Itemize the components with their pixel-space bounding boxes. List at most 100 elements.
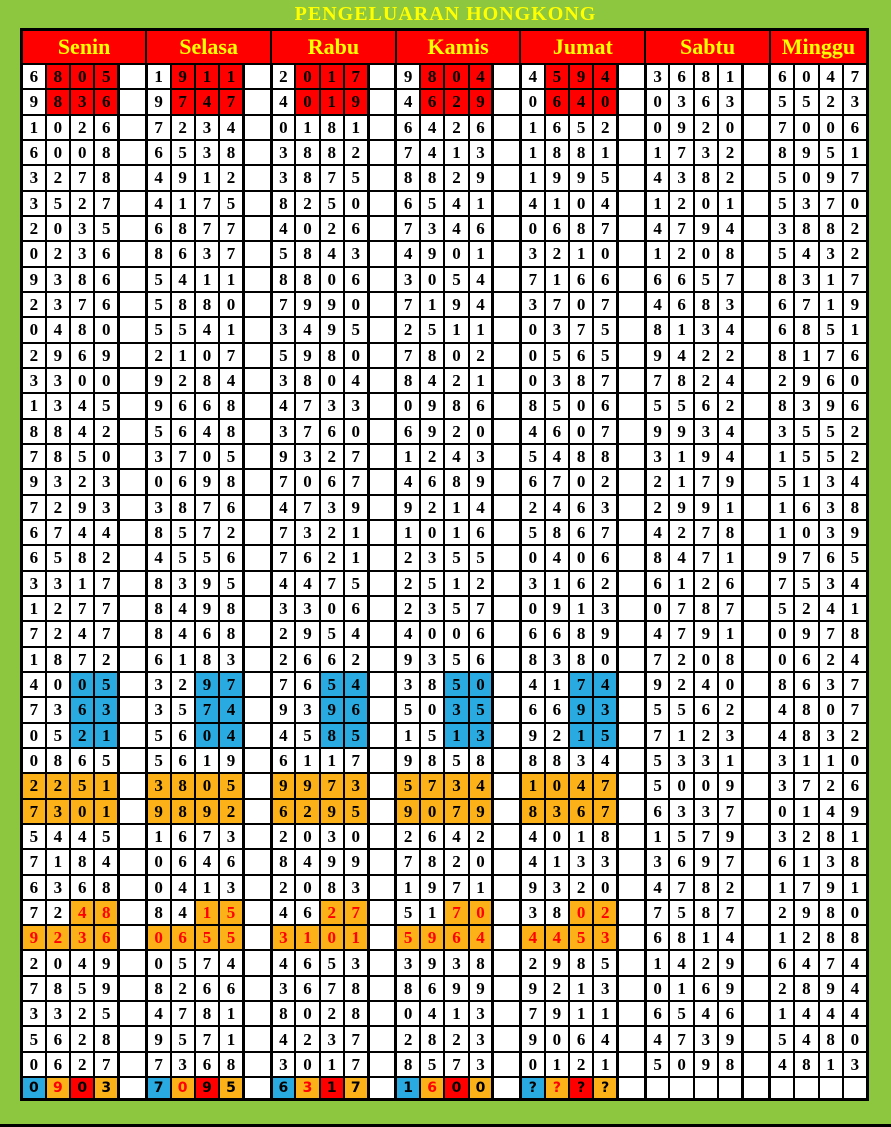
- digit-cell: 6: [768, 949, 796, 977]
- digit-cell: 8: [19, 417, 47, 445]
- digit-cell: 7: [443, 1050, 470, 1079]
- digit-cell: 6: [169, 392, 196, 420]
- digit-cell: 6: [768, 290, 796, 319]
- digit-cell: 4: [717, 214, 744, 243]
- digit-cell: 5: [394, 898, 422, 927]
- spacer-cell: [367, 290, 397, 319]
- digit-cell: 4: [69, 417, 96, 445]
- digit-cell: 8: [193, 1000, 221, 1028]
- digit-cell: 8: [568, 645, 595, 673]
- digit-cell: 7: [93, 1050, 121, 1079]
- digit-cell: 9: [93, 341, 121, 369]
- digit-cell: 1: [467, 316, 495, 344]
- digit-cell: 4: [817, 62, 844, 91]
- digit-cell: 5: [793, 442, 820, 471]
- spacer-cell: [491, 518, 522, 547]
- digit-cell: 4: [518, 670, 546, 699]
- digit-cell: 1: [19, 392, 47, 420]
- digit-cell: 6: [668, 848, 695, 876]
- digit-cell: 3: [592, 848, 620, 876]
- digit-cell: 7: [69, 645, 96, 673]
- digit-cell: 6: [419, 1076, 446, 1101]
- digit-cell: 4: [543, 442, 571, 471]
- digit-cell: 8: [169, 772, 196, 800]
- spacer-cell: [117, 924, 148, 952]
- digit-cell: 8: [518, 645, 546, 673]
- spacer-cell: [117, 670, 148, 699]
- digit-cell: 4: [643, 290, 671, 319]
- digit-cell: 9: [19, 924, 47, 952]
- spacer-cell: [741, 569, 771, 597]
- digit-cell: 8: [518, 392, 546, 420]
- digit-cell: 7: [19, 620, 47, 648]
- digit-cell: 9: [342, 88, 370, 116]
- digit-cell: 2: [692, 721, 720, 749]
- digit-cell: 8: [692, 594, 720, 623]
- digit-cell: 5: [144, 316, 172, 344]
- digit-cell: 7: [193, 696, 221, 724]
- digit-cell: 4: [841, 1000, 869, 1028]
- empty-cell: [717, 1076, 744, 1101]
- digit-cell: 0: [419, 620, 446, 648]
- digit-cell: 1: [93, 772, 121, 800]
- digit-cell: 4: [668, 949, 695, 977]
- digit-cell: 6: [169, 848, 196, 876]
- digit-cell: 7: [193, 518, 221, 547]
- digit-cell: 6: [768, 848, 796, 876]
- digit-cell: 1: [218, 1025, 245, 1053]
- spacer-cell: [242, 721, 273, 749]
- digit-cell: 2: [443, 848, 470, 876]
- digit-cell: 9: [318, 848, 345, 876]
- digit-cell: 6: [144, 138, 172, 167]
- spacer-cell: [367, 1000, 397, 1028]
- digit-cell: 7: [592, 797, 620, 825]
- digit-cell: 0: [19, 1076, 47, 1101]
- digit-cell: 3: [44, 696, 72, 724]
- spacer-cell: [491, 341, 522, 369]
- digit-cell: 7: [93, 569, 121, 597]
- digit-cell: 3: [269, 974, 297, 1003]
- digit-cell: 0: [841, 746, 869, 775]
- spacer-cell: [616, 670, 647, 699]
- spacer-cell: [741, 138, 771, 167]
- digit-cell: 3: [592, 594, 620, 623]
- digit-cell: 3: [419, 544, 446, 572]
- digit-cell: 0: [518, 214, 546, 243]
- digit-cell: 6: [543, 417, 571, 445]
- digit-cell: 4: [69, 620, 96, 648]
- digit-cell: 9: [817, 392, 844, 420]
- digit-cell: 8: [568, 949, 595, 977]
- digit-cell: 5: [69, 772, 96, 800]
- digit-cell: 2: [144, 341, 172, 369]
- spacer-cell: [741, 1025, 771, 1053]
- digit-cell: 8: [443, 392, 470, 420]
- digit-cell: 3: [69, 924, 96, 952]
- digit-cell: 5: [318, 949, 345, 977]
- digit-cell: 8: [342, 974, 370, 1003]
- digit-cell: 8: [568, 442, 595, 471]
- digit-cell: 4: [318, 240, 345, 268]
- digit-cell: 4: [19, 670, 47, 699]
- digit-cell: 4: [643, 1025, 671, 1053]
- digit-cell: 4: [443, 822, 470, 851]
- digit-cell: 0: [543, 822, 571, 851]
- digit-cell: 3: [768, 417, 796, 445]
- digit-cell: 3: [467, 1000, 495, 1028]
- spacer-cell: [491, 164, 522, 192]
- spacer-cell: [117, 569, 148, 597]
- digit-cell: 3: [467, 138, 495, 167]
- digit-cell: 1: [568, 822, 595, 851]
- spacer-cell: [242, 974, 273, 1003]
- digit-cell: 1: [218, 316, 245, 344]
- digit-cell: 0: [19, 316, 47, 344]
- digit-cell: 4: [394, 88, 422, 116]
- digit-cell: 8: [717, 240, 744, 268]
- digit-cell: 8: [543, 746, 571, 775]
- digit-cell: 8: [419, 1025, 446, 1053]
- spacer-cell: [491, 1000, 522, 1028]
- digit-cell: 8: [568, 366, 595, 395]
- digit-cell: 8: [419, 670, 446, 699]
